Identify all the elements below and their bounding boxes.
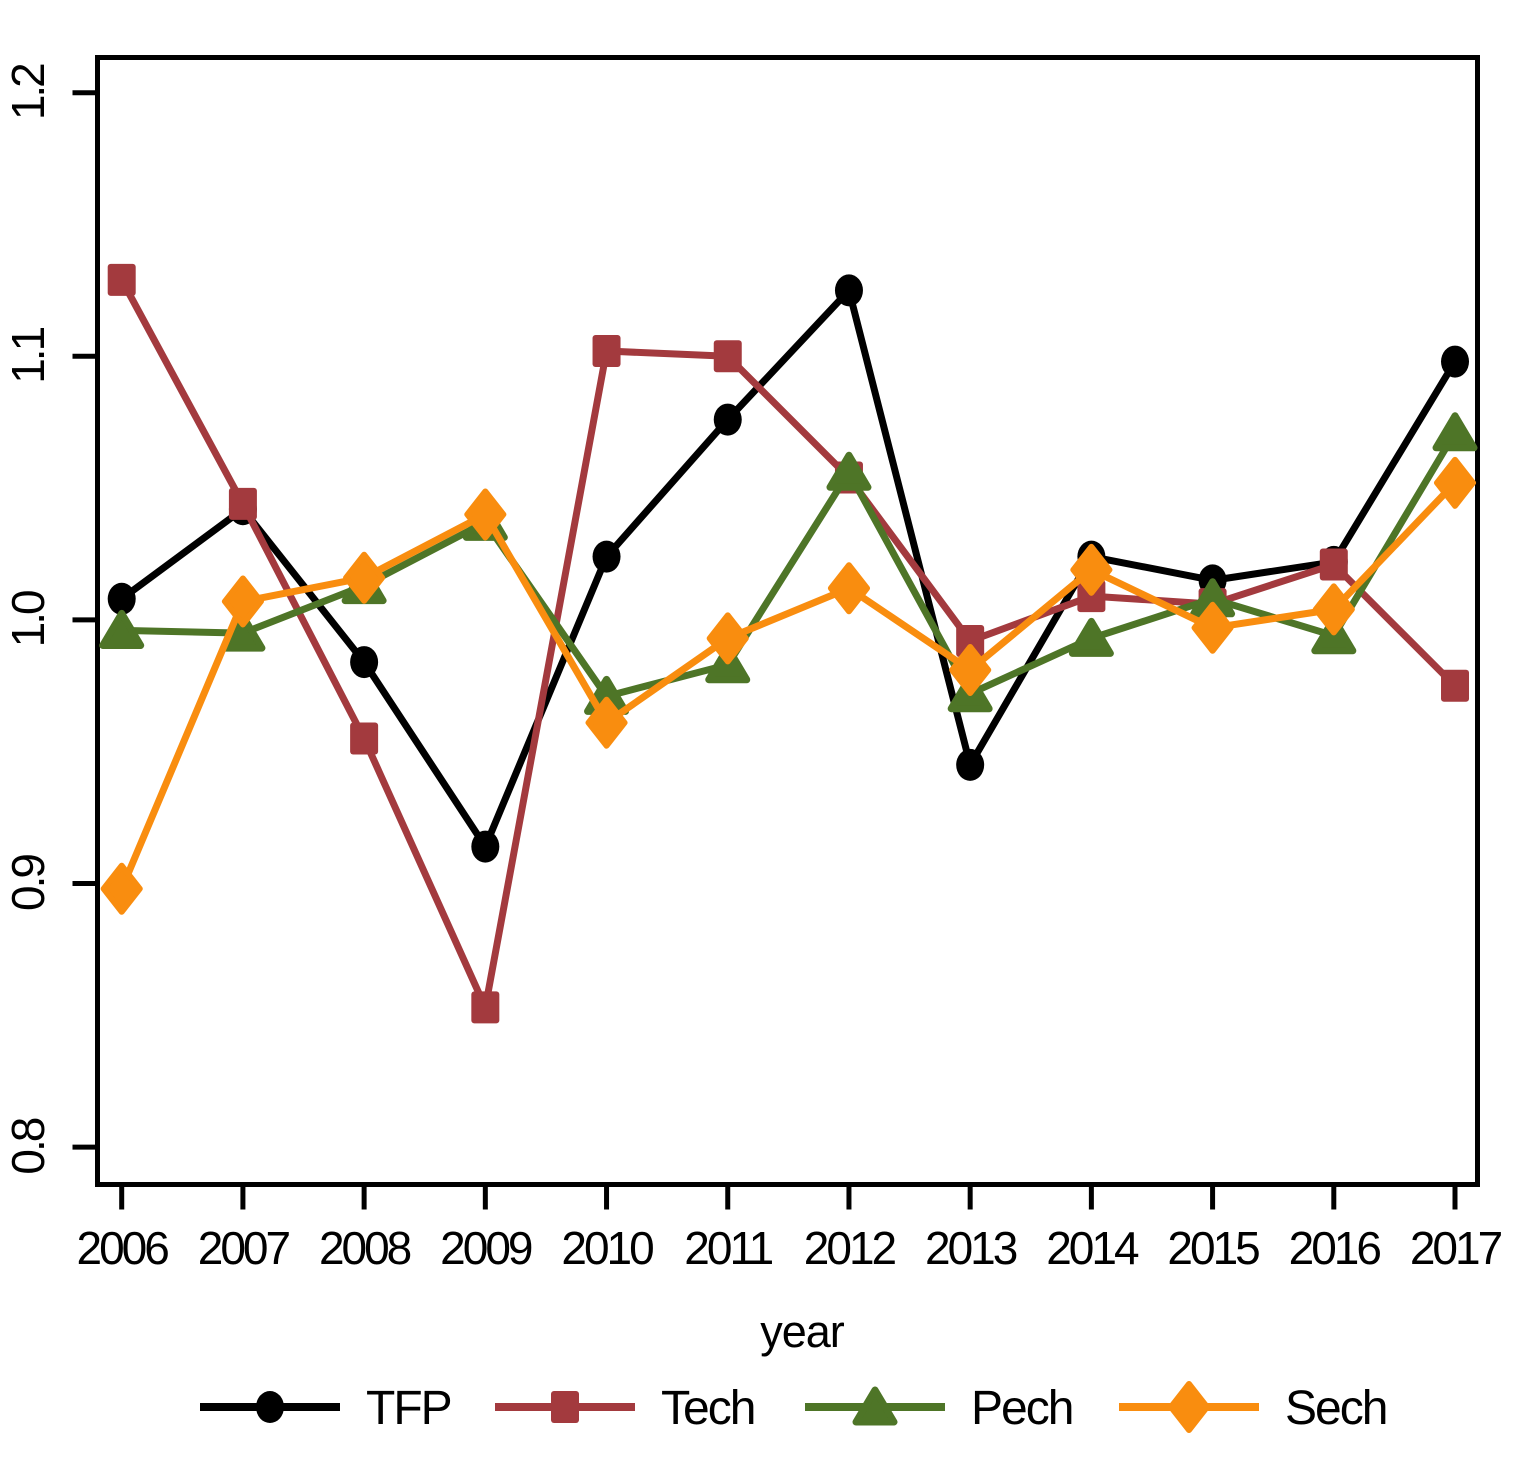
series-Tech-marker xyxy=(956,624,985,657)
series-Sech-marker xyxy=(585,696,628,749)
series-TFP-marker xyxy=(107,582,136,615)
series-Sech-marker xyxy=(1191,601,1234,654)
series-Tech-marker xyxy=(107,263,136,296)
series-TFP-marker xyxy=(1441,345,1470,378)
series-Pech-marker xyxy=(826,451,872,491)
series-Pech-marker xyxy=(1068,617,1114,657)
legend-marker-Pech xyxy=(852,1386,898,1426)
x-axis-tick-label: 2017 xyxy=(1410,1222,1502,1274)
x-axis-title: year xyxy=(760,1306,845,1357)
legend-marker-Sech xyxy=(1168,1381,1210,1433)
y-axis-tick-label: 1.0 xyxy=(2,591,54,647)
series-Tech-line xyxy=(118,276,1459,1011)
series-Pech-marker xyxy=(99,609,145,649)
x-axis-tick-label: 2009 xyxy=(440,1222,532,1274)
x-axis-tick-label: 2006 xyxy=(77,1222,169,1274)
series-TFP-marker xyxy=(956,748,985,781)
series-Tech-marker xyxy=(350,722,379,755)
series-Sech-marker xyxy=(343,551,386,604)
series-Sech-marker xyxy=(1070,543,1113,596)
legend-label-Pech: Pech xyxy=(971,1382,1072,1435)
series-TFP-marker xyxy=(713,403,742,436)
legend-label-TFP: TFP xyxy=(366,1382,451,1435)
series-Sech-marker xyxy=(827,562,870,615)
x-axis-tick-label: 2016 xyxy=(1289,1222,1381,1274)
series-Tech-marker xyxy=(1441,669,1470,702)
x-axis-tick-label: 2007 xyxy=(198,1222,290,1274)
series-Sech-marker xyxy=(221,575,264,628)
series-Tech-marker xyxy=(713,340,742,373)
series-Sech-line xyxy=(118,479,1459,893)
series-Tech-marker xyxy=(1319,548,1348,581)
x-axis-tick-label: 2015 xyxy=(1167,1222,1259,1274)
y-axis-tick-label: 1.2 xyxy=(2,64,54,120)
series-Sech-marker xyxy=(464,488,507,541)
series-Tech-marker xyxy=(228,487,257,520)
y-axis-tick-label: 0.9 xyxy=(2,855,54,911)
x-axis-tick-label: 2013 xyxy=(925,1222,1017,1274)
x-axis-tick-label: 2008 xyxy=(319,1222,411,1274)
series-Sech-marker xyxy=(706,612,749,665)
series-TFP-marker xyxy=(834,274,863,307)
series-TFP-marker xyxy=(350,646,379,679)
series-Pech-marker xyxy=(1432,412,1478,452)
x-axis-tick-label: 2010 xyxy=(561,1222,653,1274)
chart-content: 0.8 0.9 1.0 1.1 1.2 2006 2007 2008 2009 2010 2011 2… xyxy=(2,64,1505,1435)
series-TFP-marker xyxy=(592,540,621,573)
series-Sech-marker xyxy=(1434,456,1477,509)
series-Sech-marker xyxy=(1312,583,1355,636)
series-Sech-marker xyxy=(949,643,992,696)
series-TFP-line xyxy=(118,286,1459,851)
y-axis-tick-label: 1.1 xyxy=(2,327,54,383)
series-TFP-marker xyxy=(471,830,500,863)
series-Pech-line xyxy=(118,429,1459,700)
x-axis-tick-label: 2014 xyxy=(1046,1222,1139,1274)
legend-marker-Tech xyxy=(551,1391,579,1423)
legend-label-Sech: Sech xyxy=(1285,1382,1386,1435)
series-Tech-marker xyxy=(471,991,500,1024)
legend-marker-TFP xyxy=(256,1391,284,1423)
legend-label-Tech: Tech xyxy=(661,1382,754,1435)
x-axis-tick-label: 2011 xyxy=(684,1222,772,1274)
series-Tech-marker xyxy=(592,335,621,368)
y-axis-tick-label: 0.8 xyxy=(2,1118,54,1174)
x-axis-tick-label: 2012 xyxy=(804,1222,896,1274)
series-Sech-marker xyxy=(100,862,143,915)
